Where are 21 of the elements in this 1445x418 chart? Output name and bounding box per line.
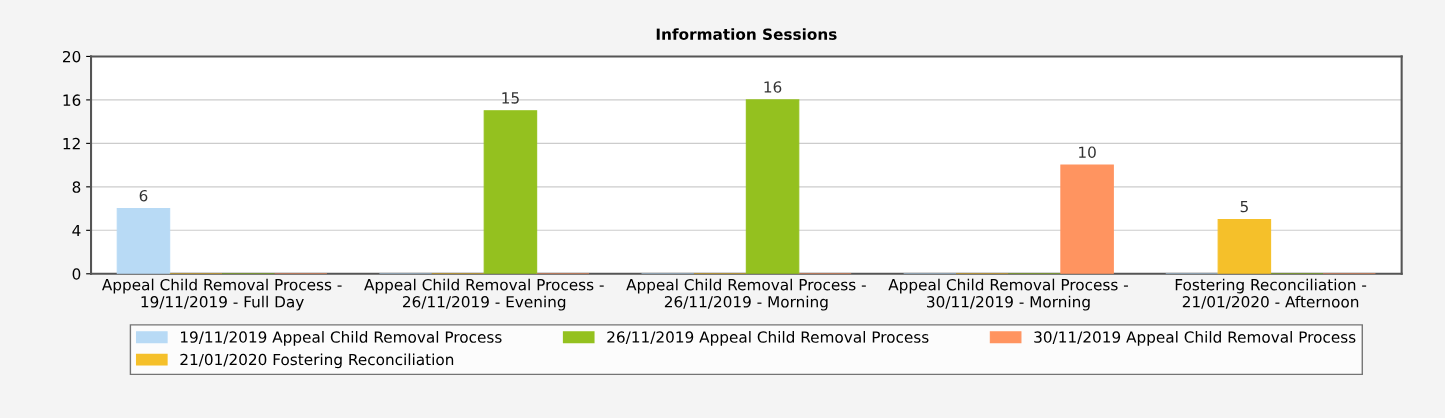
- data-label: 16: [764, 81, 782, 93]
- y-tick-label: 0: [72, 268, 81, 280]
- legend-label: 21/01/2020 Fostering Reconciliation: [180, 353, 454, 369]
- y-tick-label: 20: [62, 50, 81, 63]
- chart-title: Information Sessions: [656, 28, 837, 40]
- data-label: 10: [1079, 146, 1096, 158]
- legend-label: 19/11/2019 Appeal Child Removal Process: [180, 331, 502, 346]
- x-tick-label: Appeal Child Removal Process - 30/11/2019 - Morning: [888, 278, 1128, 311]
- x-tick-label: Appeal Child Removal Process - 26/11/2019 - Morning: [626, 278, 866, 311]
- data-label: 6: [139, 189, 148, 202]
- x-tick-label: Appeal Child Removal Process - 19/11/2019 - Full Day: [101, 278, 342, 311]
- legend-label: 30/11/2019 Appeal Child Removal Process: [1034, 331, 1356, 346]
- y-tick-label: 4: [72, 224, 81, 237]
- x-tick-label: Appeal Child Removal Process - 26/11/2019 - Evening: [364, 278, 604, 311]
- y-tick-label: 8: [72, 181, 81, 193]
- y-tick-label: 16: [63, 94, 81, 106]
- y-tick-label: 12: [63, 137, 80, 150]
- data-label: 5: [1240, 200, 1248, 213]
- legend-label: 26/11/2019 Appeal Child Removal Process: [607, 331, 929, 346]
- x-tick-label: Fostering Reconciliation - 21/01/2020 - Afternoon: [1175, 278, 1367, 309]
- data-label: 15: [502, 92, 519, 104]
